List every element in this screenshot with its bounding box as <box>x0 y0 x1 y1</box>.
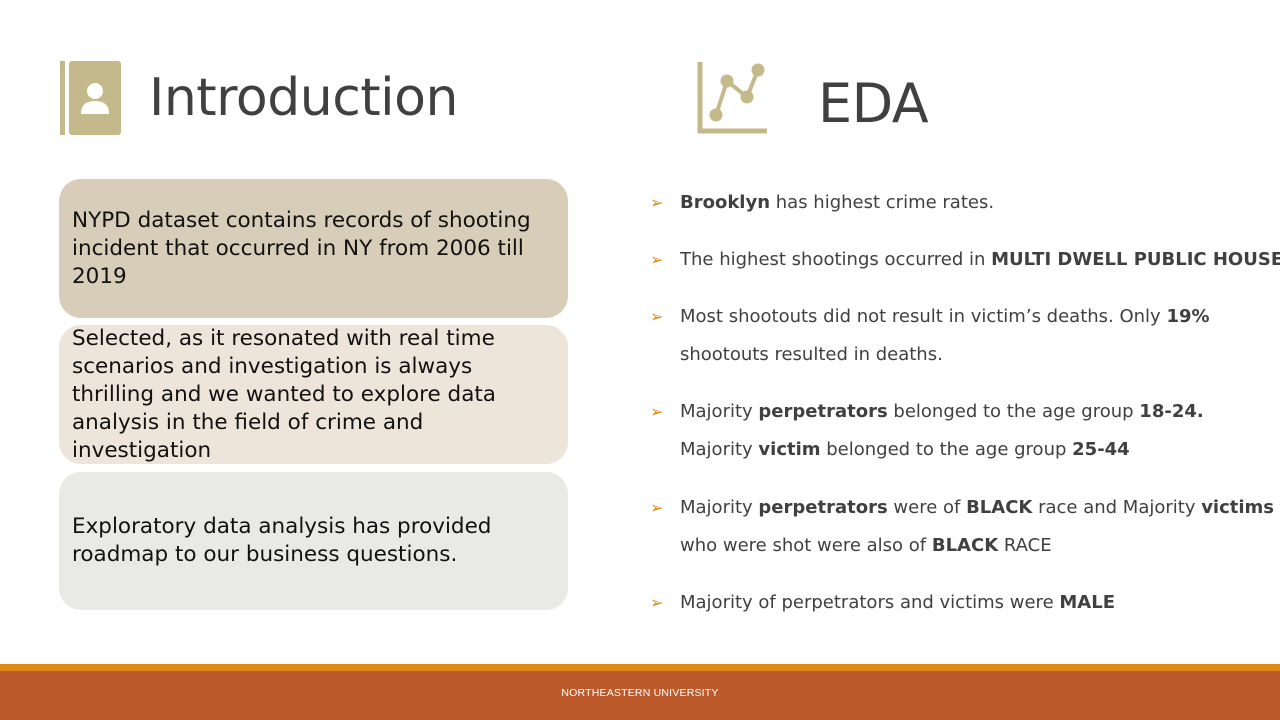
eda-bullet-text: The highest shootings occurred in MULTI … <box>680 241 1280 279</box>
intro-card-text: Selected, as it resonated with real time… <box>72 325 496 463</box>
eda-bullet-line: Majority perpetrators were of BLACK race… <box>680 489 1274 527</box>
bullet-segment: Most shootouts did not result in victim’… <box>680 306 1167 327</box>
bullet-highlight: MULTI DWELL PUBLIC HOUSE <box>991 249 1280 270</box>
bullet-segment: RACE <box>998 535 1052 556</box>
bullet-segment: belonged to the age group <box>887 401 1140 422</box>
bullet-highlight: BLACK <box>966 497 1033 518</box>
eda-bullet: ➢ Majority of perpetrators and victims we… <box>650 584 1250 622</box>
bullet-highlight: MALE <box>1059 592 1115 613</box>
intro-card-dataset: NYPD dataset contains records of shootin… <box>59 179 568 318</box>
eda-bullet: ➢ Majority perpetrators belonged to the a… <box>650 393 1250 469</box>
introduction-title: Introduction <box>149 68 458 128</box>
arrow-bullet-icon: ➢ <box>650 193 664 212</box>
eda-bullet-line: Majority of perpetrators and victims wer… <box>680 584 1250 622</box>
intro-card-motivation: Selected, as it resonated with real time… <box>59 325 568 464</box>
contact-book-icon <box>60 61 121 135</box>
arrow-bullet-icon: ➢ <box>650 402 664 421</box>
bullet-highlight: BLACK <box>931 535 999 556</box>
eda-bullet-text: Majority perpetrators belonged to the ag… <box>680 393 1250 469</box>
eda-bullet-text: Majority perpetrators were of BLACK race… <box>680 489 1274 565</box>
bullet-segment: Majority <box>680 439 759 460</box>
bullet-segment: race and Majority <box>1032 497 1202 518</box>
eda-bullet-line: Majority perpetrators belonged to the ag… <box>680 393 1250 431</box>
eda-bullet-text: Brooklyn has highest crime rates. <box>680 184 1250 222</box>
eda-bullet: ➢ Brooklyn has highest crime rates. <box>650 184 1250 222</box>
intro-card-roadmap: Exploratory data analysis has provided r… <box>59 472 568 610</box>
footer-bar <box>0 671 1280 720</box>
bullet-segment: belonged to the age group <box>820 439 1073 460</box>
intro-card-text: NYPD dataset contains records of shootin… <box>72 207 531 289</box>
eda-bullet-text: Most shootouts did not result in victim’… <box>680 298 1250 374</box>
line-chart-icon <box>697 62 767 134</box>
bullet-segment: has highest crime rates. <box>770 192 995 213</box>
bullet-highlight: 18-24. <box>1139 401 1204 422</box>
eda-bullet: ➢ Most shootouts did not result in victim… <box>650 298 1250 374</box>
eda-bullet-line: Most shootouts did not result in victim’… <box>680 298 1250 336</box>
bullet-highlight: 19% <box>1166 306 1210 327</box>
intro-card-text: Exploratory data analysis has provided r… <box>72 514 492 567</box>
bullet-highlight: victims <box>1201 497 1275 518</box>
bullet-highlight: perpetrators <box>758 401 888 422</box>
footer-stripe <box>0 664 1280 671</box>
bullet-highlight: Brooklyn <box>680 192 771 213</box>
bullet-segment: The highest shootings occurred in <box>680 249 992 270</box>
eda-bullet-line: The highest shootings occurred in MULTI … <box>680 241 1280 279</box>
bullet-highlight: perpetrators <box>758 497 888 518</box>
bullet-segment: were of <box>887 497 967 518</box>
bullet-segment: shootouts resulted in deaths. <box>680 344 943 365</box>
eda-bullet-line: shootouts resulted in deaths. <box>680 336 1250 374</box>
eda-bullet-line: who were shot were also of BLACK RACE <box>680 527 1250 565</box>
eda-bullet-line: Brooklyn has highest crime rates. <box>680 184 1250 222</box>
eda-bullet: ➢ The highest shootings occurred in MULTI… <box>650 241 1280 279</box>
footer-text: NORTHEASTERN UNIVERSITY <box>561 687 719 699</box>
bullet-segment: who were shot were also of <box>680 535 932 556</box>
bullet-segment: Majority <box>680 497 759 518</box>
eda-bullet-line: Majority victim belonged to the age grou… <box>680 431 1250 469</box>
arrow-bullet-icon: ➢ <box>650 307 664 326</box>
arrow-bullet-icon: ➢ <box>650 250 664 269</box>
arrow-bullet-icon: ➢ <box>650 498 664 517</box>
arrow-bullet-icon: ➢ <box>650 593 664 612</box>
eda-bullet: ➢ Majority perpetrators were of BLACK rac… <box>650 489 1274 565</box>
eda-title: EDA <box>818 72 929 135</box>
bullet-segment: Majority of perpetrators and victims wer… <box>680 592 1060 613</box>
bullet-segment: Majority <box>680 401 759 422</box>
bullet-highlight: 25-44 <box>1072 439 1130 460</box>
bullet-highlight: victim <box>758 439 821 460</box>
eda-bullet-text: Majority of perpetrators and victims wer… <box>680 584 1250 622</box>
